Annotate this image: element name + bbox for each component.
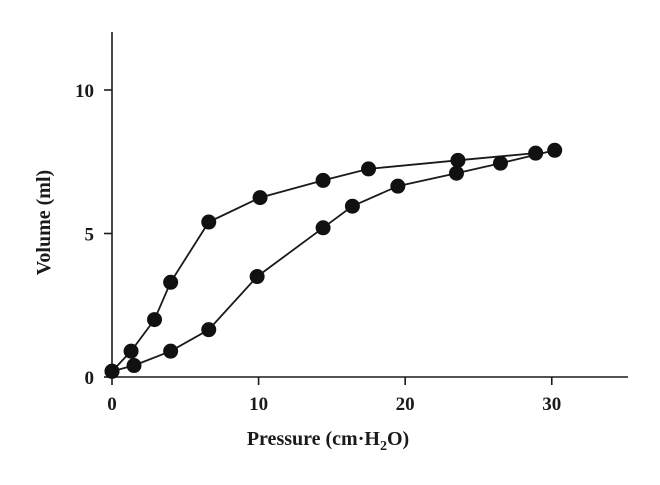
data-point-series-1 xyxy=(123,343,139,359)
data-point-series-1 xyxy=(147,312,163,328)
series-line-2 xyxy=(111,149,555,373)
ticks: 0 10 20 30 0 5 10 xyxy=(75,81,561,415)
data-point-series-2 xyxy=(547,142,563,158)
x-tick-label: 10 xyxy=(249,394,268,415)
x-axis-title-tail: O) xyxy=(387,428,409,450)
data-point-series-1 xyxy=(163,274,179,290)
x-tick-label: 20 xyxy=(396,394,415,415)
data-point-series-2 xyxy=(104,363,120,379)
data-point-series-2 xyxy=(390,178,406,194)
data-point-series-1 xyxy=(315,172,331,188)
data-point-series-1 xyxy=(252,190,268,206)
axes xyxy=(111,32,628,378)
y-tick-label: 5 xyxy=(85,225,95,246)
y-tick-label: 10 xyxy=(75,81,94,102)
y-tick-label: 0 xyxy=(85,368,95,389)
x-tick-label: 0 xyxy=(107,394,117,415)
series-layer xyxy=(104,142,563,379)
x-axis-title: Pressure (cm·H2O) xyxy=(247,428,409,454)
data-point-series-2 xyxy=(201,322,217,338)
data-point-series-1 xyxy=(361,161,377,177)
data-point-series-2 xyxy=(126,358,142,374)
data-point-series-2 xyxy=(315,220,331,236)
data-point-series-2 xyxy=(344,198,360,214)
data-point-series-2 xyxy=(492,155,508,171)
data-point-series-2 xyxy=(163,343,179,359)
series-line-1 xyxy=(111,152,536,372)
x-axis-title-main: Pressure (cm·H xyxy=(247,428,381,450)
x-axis-title-subscript: 2 xyxy=(380,439,387,454)
data-point-series-2 xyxy=(249,269,265,285)
y-axis-title: Volume (ml) xyxy=(33,170,55,275)
x-tick-label: 30 xyxy=(542,394,561,415)
data-point-series-2 xyxy=(448,165,464,181)
data-point-series-1 xyxy=(450,152,466,168)
data-point-series-1 xyxy=(201,214,217,230)
data-point-series-1 xyxy=(528,145,544,161)
